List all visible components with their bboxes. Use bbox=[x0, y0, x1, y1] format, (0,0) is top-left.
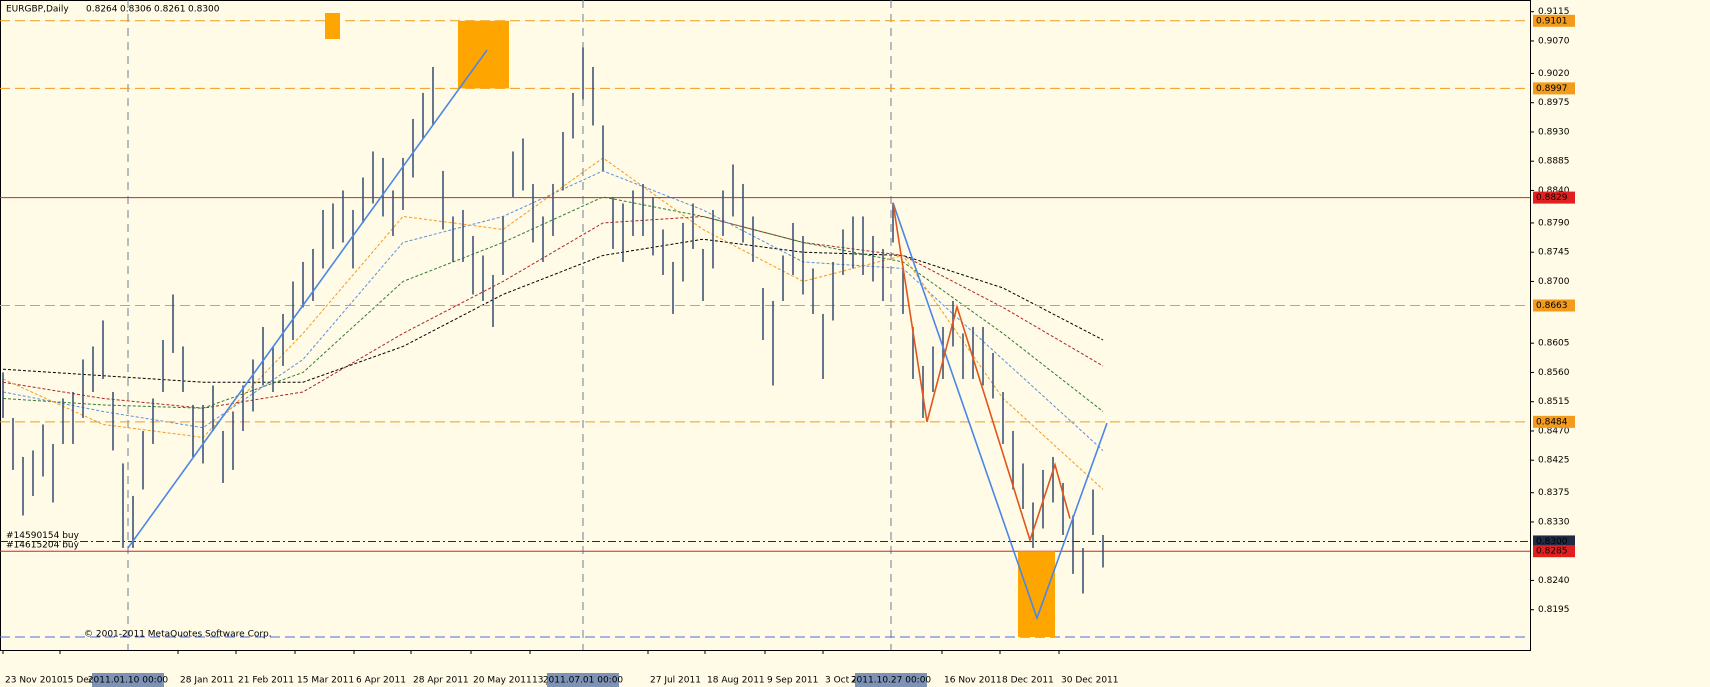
level-price-box bbox=[1533, 14, 1575, 27]
x-tick-label: 15 Dec 2010 bbox=[62, 676, 120, 686]
quote-value: 0.8261 bbox=[154, 5, 186, 15]
chart-title: EURGBP,Daily bbox=[6, 5, 69, 15]
x-tick-label: 23 Nov 2010 bbox=[5, 676, 63, 686]
x-tick-label: 3 Oct 2011 bbox=[825, 676, 875, 686]
date-box bbox=[92, 673, 164, 687]
level-price-label: 0.8829 bbox=[1536, 193, 1568, 203]
box bbox=[1018, 551, 1055, 637]
x-tick-label: 9 Sep 2011 bbox=[767, 676, 818, 686]
level-price-label: 0.8300 bbox=[1536, 537, 1568, 547]
x-tick-label: 28 Apr 2011 bbox=[413, 676, 469, 686]
x-tick-label: 27 Jul 2011 bbox=[650, 676, 701, 686]
y-tick-label: 0.9070 bbox=[1538, 36, 1570, 46]
y-tick-label: 0.8840 bbox=[1538, 186, 1570, 196]
order-label: #14615204 buy bbox=[6, 541, 80, 551]
box bbox=[325, 13, 340, 39]
date-box-label: 2011.10.27 00:00 bbox=[851, 676, 932, 686]
x-tick-label: 8 Dec 2011 bbox=[1002, 676, 1054, 686]
y-tick-label: 0.8240 bbox=[1538, 576, 1570, 586]
x-tick-label: 28 Jan 2011 bbox=[180, 676, 234, 686]
level-price-label: 0.8663 bbox=[1536, 301, 1568, 311]
level-price-box bbox=[1533, 191, 1575, 204]
x-tick-label: 30 Dec 2011 bbox=[1061, 676, 1119, 686]
zigzag-line bbox=[892, 202, 1108, 621]
date-box bbox=[855, 673, 927, 687]
x-tick-label: 15 Mar 2011 bbox=[297, 676, 354, 686]
y-tick-label: 0.9020 bbox=[1538, 69, 1570, 79]
order-label: #14590154 buy bbox=[6, 531, 80, 541]
level-price-label: 0.8484 bbox=[1536, 417, 1568, 427]
x-tick-label: 18 Aug 2011 bbox=[707, 676, 765, 686]
level-price-box bbox=[1533, 82, 1575, 95]
level-price-box bbox=[1533, 415, 1575, 428]
x-tick-label: 16 Nov 2011 bbox=[944, 676, 1002, 686]
y-tick-label: 0.8375 bbox=[1538, 488, 1570, 498]
y-tick-label: 0.8745 bbox=[1538, 248, 1570, 258]
y-tick-label: 0.8975 bbox=[1538, 98, 1570, 108]
y-tick-label: 0.8885 bbox=[1538, 157, 1570, 167]
quote-value: 0.8306 bbox=[120, 5, 152, 15]
level-price-box bbox=[1533, 299, 1575, 312]
x-tick-label: 6 Apr 2011 bbox=[356, 676, 406, 686]
level-price-label: 0.9101 bbox=[1536, 16, 1568, 26]
y-tick-label: 0.8605 bbox=[1538, 339, 1570, 349]
zigzag-line bbox=[892, 202, 1071, 543]
y-tick-label: 0.8330 bbox=[1538, 517, 1570, 527]
date-box-label: 2011.07.01 00:00 bbox=[543, 676, 624, 686]
y-tick-label: 0.8515 bbox=[1538, 397, 1570, 407]
moving-average bbox=[2, 238, 1104, 383]
y-tick-label: 0.8425 bbox=[1538, 456, 1570, 466]
date-box-label: 2011.01.10 00:00 bbox=[88, 676, 169, 686]
x-tick-label: 21 Feb 2011 bbox=[238, 676, 294, 686]
y-tick-label: 0.8790 bbox=[1538, 218, 1570, 228]
y-tick-label: 0.8195 bbox=[1538, 605, 1570, 615]
y-tick-label: 0.8930 bbox=[1538, 127, 1570, 137]
level-price-label: 0.8285 bbox=[1536, 547, 1568, 557]
zigzag-line bbox=[127, 49, 488, 549]
level-price-label: 0.8997 bbox=[1536, 84, 1568, 94]
level-price-box bbox=[1533, 545, 1575, 558]
y-tick-label: 0.8470 bbox=[1538, 426, 1570, 436]
copyright: © 2001-2011 MetaQuotes Software Corp. bbox=[84, 630, 272, 640]
quote-value: 0.8264 bbox=[86, 5, 118, 15]
date-box bbox=[547, 673, 619, 687]
x-tick-label: 20 May 2011 bbox=[473, 676, 532, 686]
moving-average bbox=[2, 196, 1104, 412]
y-tick-label: 0.8560 bbox=[1538, 368, 1570, 378]
y-tick-label: 0.8700 bbox=[1538, 277, 1570, 287]
quote-value: 0.8300 bbox=[188, 5, 220, 15]
moving-average bbox=[2, 215, 1104, 409]
y-tick-label: 0.9115 bbox=[1538, 7, 1570, 17]
level-price-box bbox=[1533, 535, 1575, 548]
